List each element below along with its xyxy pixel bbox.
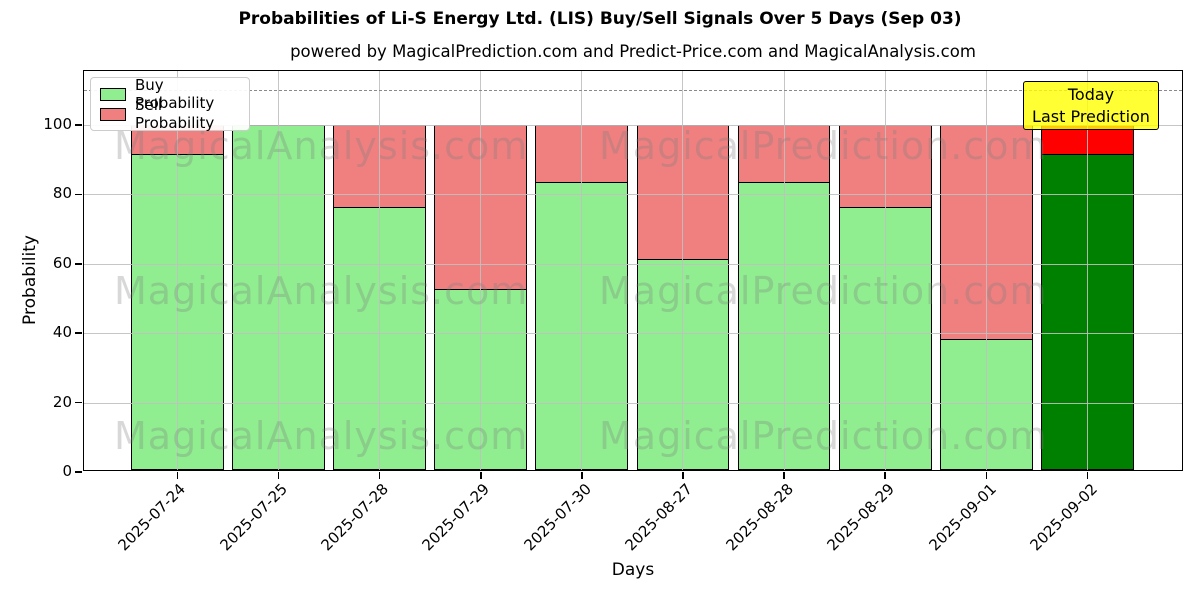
legend: Buy Probability Sell Probability	[90, 76, 250, 132]
x-tick-label: 2025-08-29	[824, 480, 899, 555]
watermark-right: MagicalPrediction.com	[599, 124, 1048, 168]
y-axis-tick	[75, 471, 82, 473]
y-tick-label: 60	[52, 253, 72, 272]
gridline-h	[84, 333, 1182, 335]
chart-title: Probabilities of Li-S Energy Ltd. (LIS) …	[238, 9, 962, 29]
y-tick-label: 20	[52, 392, 72, 411]
threshold-dashed-line	[84, 90, 1182, 92]
gridline-v	[884, 71, 886, 470]
y-axis-tick	[75, 401, 82, 404]
gridline-v	[379, 71, 381, 470]
gridline-v	[277, 71, 279, 470]
y-axis-tick	[75, 124, 82, 126]
x-tick-label: 2025-07-29	[418, 480, 494, 555]
y-axis-tick	[75, 332, 82, 335]
x-tick-label: 2025-07-28	[317, 480, 392, 555]
x-axis-tick	[783, 472, 785, 479]
x-tick-label: 2025-07-24	[114, 480, 190, 555]
gridline-h	[84, 125, 1182, 127]
x-axis-tick	[1086, 472, 1089, 479]
y-tick-label: 40	[52, 323, 72, 342]
legend-label-buy: Buy Probability	[135, 76, 215, 112]
x-axis-tick	[479, 472, 482, 479]
gridline-h	[84, 263, 1182, 265]
gridline-v	[682, 71, 684, 470]
watermark-left: MagicalAnalysis.com	[114, 414, 529, 458]
y-axis-label: Probability	[20, 235, 40, 325]
y-tick-labels: 0 20 40 60 80 100	[0, 70, 72, 480]
y-tick-label: 0	[62, 462, 72, 480]
legend-label-sell: Sell Probability	[135, 96, 215, 132]
x-axis-tick	[176, 472, 179, 479]
gridline-v	[581, 71, 583, 470]
chart-subtitle: powered by MagicalPrediction.com and Pre…	[290, 42, 976, 61]
today-annotation: Today Last Prediction	[1023, 81, 1159, 130]
plot-area: Buy Probability Sell Probability Today L…	[75, 70, 1183, 479]
x-axis-tick	[985, 472, 988, 479]
buy-swatch-icon	[100, 87, 126, 101]
y-axis-tick	[75, 193, 82, 196]
y-tick-label: 80	[52, 184, 72, 203]
x-axis-tick	[277, 472, 280, 479]
sell-swatch-icon	[100, 107, 126, 121]
watermark-left: MagicalAnalysis.com	[114, 269, 529, 313]
x-tick-label: 2025-07-25	[216, 480, 291, 555]
watermark-left: MagicalAnalysis.com	[114, 124, 529, 168]
gridline-h	[84, 402, 1182, 404]
x-tick-label: 2025-08-27	[621, 480, 696, 555]
gridline-v	[176, 71, 178, 470]
y-axis-tick	[75, 263, 82, 265]
x-tick-label: 2025-07-30	[520, 480, 595, 555]
x-tick-label: 2025-08-28	[722, 480, 798, 555]
legend-item-sell: Sell Probability	[100, 96, 240, 132]
annotation-line-1: Today	[1067, 84, 1115, 104]
gridline-h	[84, 194, 1182, 196]
gridline-v	[985, 71, 987, 470]
x-axis-tick	[581, 472, 583, 479]
x-axis-tick	[682, 472, 684, 479]
gridline-v	[783, 71, 785, 470]
x-axis-label: Days	[611, 560, 655, 580]
y-tick-label: 100	[43, 115, 72, 134]
watermark-right: MagicalPrediction.com	[599, 414, 1048, 458]
x-axis-tick	[884, 472, 886, 479]
legend-item-buy: Buy Probability	[100, 76, 240, 112]
gridline-v	[480, 71, 482, 470]
annotation-line-2: Last Prediction	[1032, 106, 1150, 126]
x-tick-label: 2025-09-01	[925, 480, 1000, 555]
x-axis-tick	[378, 472, 381, 479]
x-tick-label: 2025-09-02	[1026, 480, 1102, 555]
gridline-v	[1086, 71, 1088, 470]
watermark-right: MagicalPrediction.com	[599, 269, 1048, 313]
